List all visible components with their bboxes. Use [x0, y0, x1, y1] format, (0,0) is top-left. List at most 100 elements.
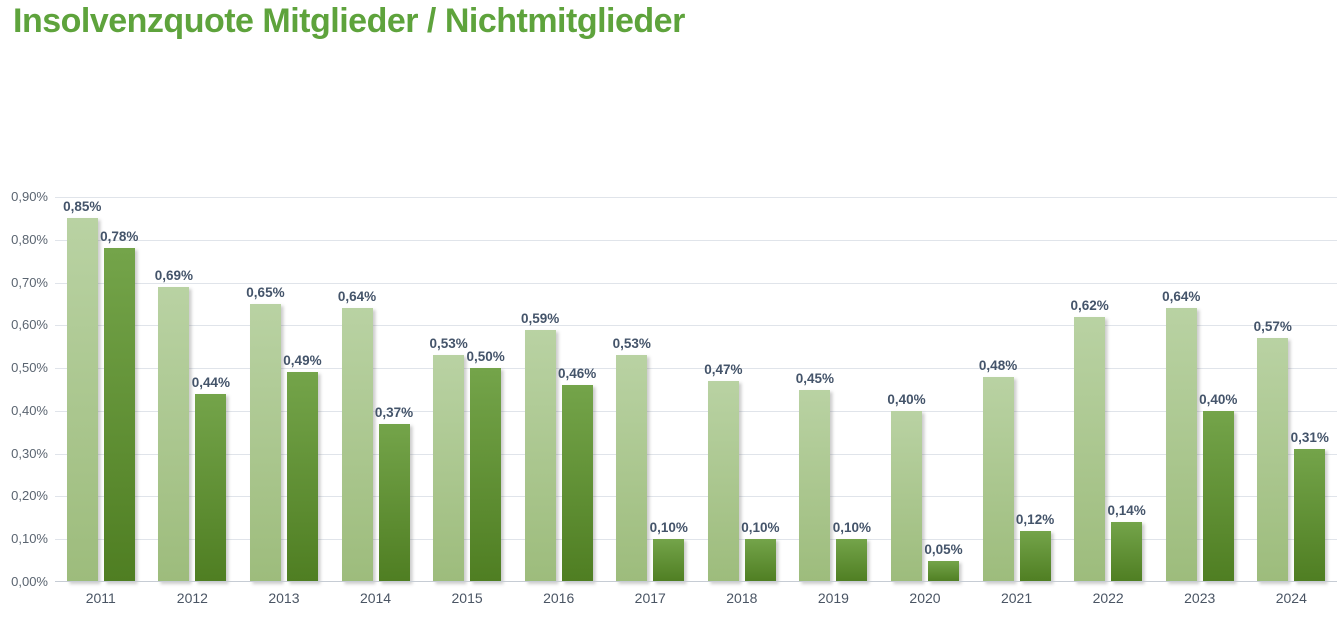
bar-groups: 0,85% 0,78% 0,69% 0,44% 0,65% 0,49% 0,64% 0,37%…: [55, 197, 1337, 582]
bar-mitglieder-2022: 0,62%: [1071, 298, 1109, 582]
gridline: [55, 325, 1337, 327]
year-group-2017: 0,53% 0,10%: [604, 197, 696, 582]
year-group-2012: 0,69% 0,44%: [147, 197, 239, 582]
x-tick-label: 2023: [1184, 590, 1216, 606]
x-tick-label: 2020: [909, 590, 941, 606]
bar-mitglieder-2017: 0,53%: [613, 336, 651, 582]
year-group-2019: 0,45% 0,10%: [788, 197, 880, 582]
x-axis-labels: 2011 2012 2013 2014 2015 2016 2017 2018 2019 2020…: [55, 590, 1337, 606]
x-tick-label: 2017: [634, 590, 666, 606]
gridline: [55, 368, 1337, 370]
data-label: 0,57%: [1253, 319, 1292, 335]
bar-nichtmitglieder-2023: 0,40%: [1199, 392, 1237, 582]
year-group-2018: 0,47% 0,10%: [696, 197, 788, 582]
bar-mitglieder-2018: 0,47%: [704, 362, 742, 582]
bar-mitglieder-2023: 0,64%: [1162, 289, 1200, 582]
x-tick-label: 2022: [1092, 590, 1124, 606]
year-group-2022: 0,62% 0,14%: [1062, 197, 1154, 582]
gridline: [55, 453, 1337, 455]
bar-mitglieder-2016: 0,59%: [521, 311, 559, 582]
data-label: 0,05%: [924, 541, 963, 557]
bar-nichtmitglieder-2011: 0,78%: [100, 229, 138, 582]
bar-nichtmitglieder-2015: 0,50%: [466, 349, 505, 582]
data-label: 0,40%: [887, 391, 926, 407]
bar-mitglieder-2024: 0,57%: [1254, 319, 1292, 582]
y-tick-label: 0,90%: [11, 189, 48, 204]
data-label: 0,46%: [558, 366, 597, 382]
data-label: 0,10%: [741, 520, 780, 536]
x-tick-label: 2019: [817, 590, 849, 606]
plot-area: 0,85% 0,78% 0,69% 0,44% 0,65% 0,49% 0,64% 0,37%…: [55, 197, 1337, 582]
y-tick-label: 0,40%: [11, 402, 48, 418]
data-label: 0,14%: [1107, 503, 1146, 519]
data-label: 0,40%: [1199, 391, 1238, 407]
bar-nichtmitglieder-2020: 0,05%: [924, 542, 963, 582]
data-label: 0,69%: [154, 267, 193, 283]
y-tick-label: 0,80%: [11, 231, 48, 247]
bar-mitglieder-2012: 0,69%: [155, 268, 193, 582]
y-tick-label: 0,50%: [11, 360, 48, 376]
data-label: 0,62%: [1070, 297, 1109, 313]
bar-mitglieder-2019: 0,45%: [796, 371, 834, 582]
y-tick-label: 0,30%: [11, 445, 48, 461]
y-tick-label: 0,20%: [11, 488, 48, 504]
x-tick-label: 2015: [451, 590, 483, 606]
year-group-2023: 0,64% 0,40%: [1154, 197, 1246, 582]
data-label: 0,47%: [704, 361, 743, 377]
data-label: 0,50%: [466, 349, 505, 365]
chart-title: Insolvenzquote Mitglieder / Nichtmitglie…: [13, 2, 685, 40]
data-label: 0,37%: [374, 404, 414, 420]
data-label: 0,53%: [429, 336, 468, 352]
year-group-2011: 0,85% 0,78%: [55, 197, 147, 582]
data-label: 0,53%: [612, 336, 651, 352]
y-tick-label: 0,00%: [11, 574, 48, 589]
bar-nichtmitglieder-2019: 0,10%: [833, 520, 871, 582]
x-tick-label: 2011: [85, 590, 116, 606]
x-tick-label: 2014: [359, 590, 392, 606]
bar-nichtmitglieder-2024: 0,31%: [1291, 430, 1329, 582]
y-tick-label: 0,70%: [11, 274, 48, 290]
y-tick-label: 0,10%: [11, 531, 48, 547]
year-group-2013: 0,65% 0,49%: [238, 197, 330, 582]
x-tick-label: 2012: [176, 590, 208, 606]
x-tick-label: 2024: [1275, 590, 1307, 606]
data-label: 0,45%: [795, 370, 835, 386]
x-axis-line: [55, 581, 1337, 582]
x-tick-label: 2013: [268, 590, 300, 606]
bar-mitglieder-2021: 0,48%: [979, 358, 1017, 582]
data-label: 0,85%: [63, 199, 102, 215]
x-tick-label: 2018: [726, 590, 758, 606]
bar-nichtmitglieder-2022: 0,14%: [1108, 503, 1146, 582]
x-tick-label: 2016: [543, 590, 575, 606]
bar-nichtmitglieder-2018: 0,10%: [741, 520, 779, 582]
gridline: [55, 496, 1337, 498]
bar-nichtmitglieder-2014: 0,37%: [375, 405, 413, 582]
bar-mitglieder-2011: 0,85%: [63, 199, 101, 582]
data-label: 0,65%: [246, 284, 285, 300]
x-tick-label: 2021: [1000, 590, 1033, 606]
gridline: [55, 282, 1337, 284]
data-label: 0,48%: [978, 357, 1018, 373]
data-label: 0,64%: [1162, 289, 1201, 305]
year-group-2021: 0,48% 0,12%: [971, 197, 1063, 582]
bar-nichtmitglieder-2016: 0,46%: [558, 366, 596, 582]
gridline: [55, 239, 1337, 241]
data-label: 0,10%: [649, 520, 688, 536]
bar-nichtmitglieder-2012: 0,44%: [192, 375, 230, 582]
gridline: [55, 410, 1337, 412]
year-group-2024: 0,57% 0,31%: [1246, 197, 1337, 582]
year-group-2016: 0,59% 0,46%: [513, 197, 605, 582]
bar-mitglieder-2020: 0,40%: [887, 392, 926, 582]
year-group-2020: 0,40% 0,05%: [879, 197, 971, 582]
data-label: 0,44%: [191, 374, 230, 390]
bar-nichtmitglieder-2021: 0,12%: [1016, 512, 1054, 582]
year-group-2015: 0,53% 0,50%: [421, 197, 513, 582]
data-label: 0,12%: [1015, 511, 1055, 527]
year-group-2014: 0,64% 0,37%: [330, 197, 422, 582]
data-label: 0,49%: [283, 353, 322, 369]
bar-mitglieder-2014: 0,64%: [338, 289, 376, 582]
bar-mitglieder-2013: 0,65%: [246, 285, 285, 582]
data-label: 0,31%: [1290, 430, 1329, 446]
